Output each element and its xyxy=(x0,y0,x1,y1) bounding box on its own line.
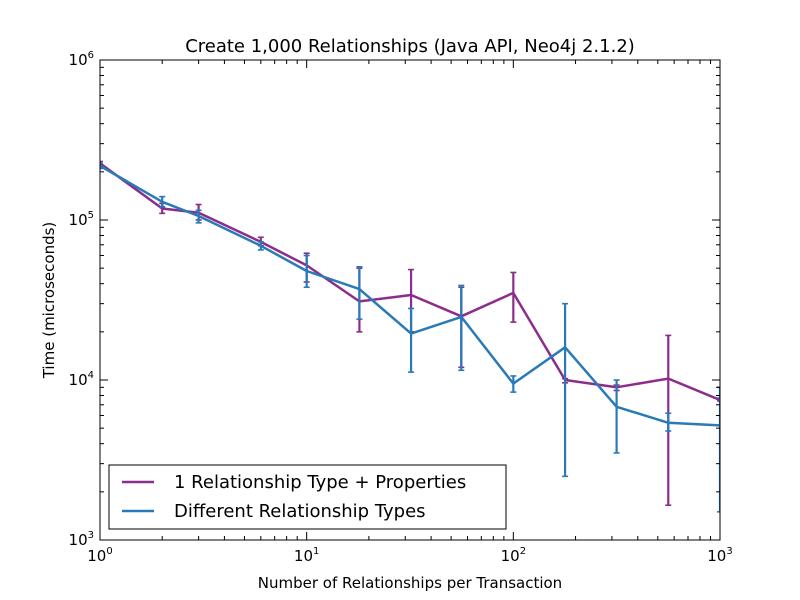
y-tick-label-base: 10 xyxy=(69,371,88,389)
y-tick-label-exponent: 6 xyxy=(88,50,94,61)
x-tick-label-base: 10 xyxy=(294,547,313,565)
x-tick-label: 101 xyxy=(294,546,319,565)
series-layer xyxy=(100,160,720,513)
legend: 1 Relationship Type + Properties Differe… xyxy=(108,464,507,530)
x-tick-label: 103 xyxy=(707,546,732,565)
x-tick-label-base: 10 xyxy=(707,547,726,565)
legend-label-series-2: Different Relationship Types xyxy=(174,501,426,522)
legend-label-series-1: 1 Relationship Type + Properties xyxy=(174,472,466,493)
x-tick-label-exponent: 0 xyxy=(106,546,112,557)
plot-frame xyxy=(99,59,721,541)
y-tick-label-base: 10 xyxy=(69,51,88,69)
y-tick-label: 104 xyxy=(69,370,94,389)
y-tick-label-exponent: 5 xyxy=(88,210,94,221)
chart-title: Create 1,000 Relationships (Java API, Ne… xyxy=(185,36,635,57)
y-tick-label-base: 10 xyxy=(69,531,88,549)
y-tick-label-base: 10 xyxy=(69,211,88,229)
y-axis-label: Time (microseconds) xyxy=(40,222,58,380)
y-tick-label-exponent: 3 xyxy=(88,530,94,541)
legend-frame xyxy=(108,464,507,530)
x-tick-label-base: 10 xyxy=(501,547,520,565)
x-tick-label: 100 xyxy=(87,546,112,565)
x-axis-label: Number of Relationships per Transaction xyxy=(258,574,562,592)
series-2 xyxy=(100,162,720,513)
y-tick-label: 106 xyxy=(69,50,94,69)
x-tick-label-exponent: 2 xyxy=(520,546,526,557)
x-tick-label-base: 10 xyxy=(87,547,106,565)
x-tick-label: 102 xyxy=(501,546,526,565)
x-tick-label-exponent: 1 xyxy=(313,546,319,557)
x-tick-label-exponent: 3 xyxy=(726,546,732,557)
y-tick-label: 105 xyxy=(69,210,94,229)
y-tick-label: 103 xyxy=(69,530,94,549)
y-tick-label-exponent: 4 xyxy=(88,370,94,381)
